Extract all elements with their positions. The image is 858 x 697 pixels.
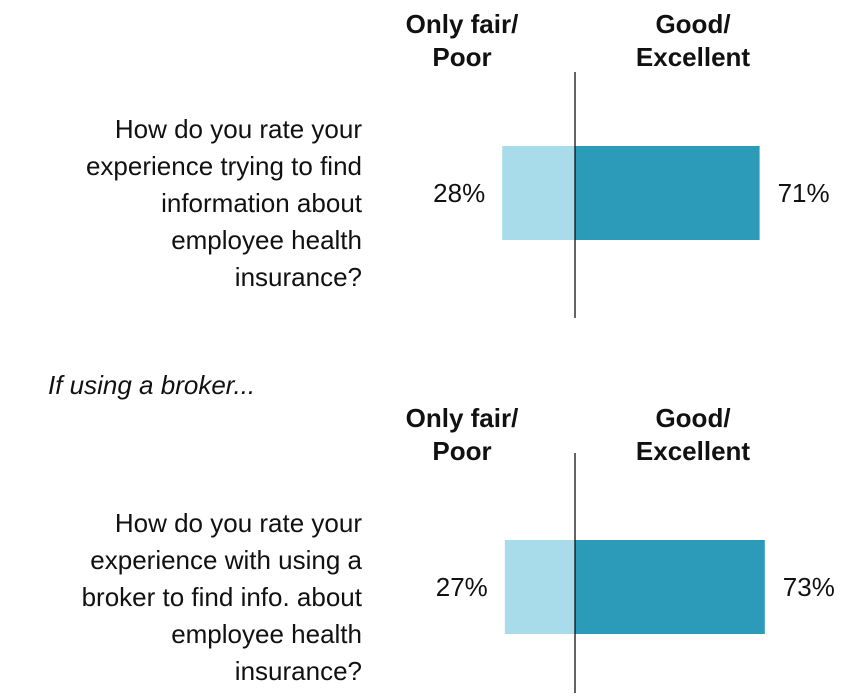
value-label: 28% <box>433 178 486 208</box>
note: If using a broker... <box>48 370 256 400</box>
question: How do you rate your experience with usi… <box>81 508 362 686</box>
column-header: Only fair/ Poor <box>405 403 519 466</box>
question: How do you rate your experience trying t… <box>85 114 362 292</box>
value-label: 71% <box>777 178 830 208</box>
column-header: Good/ Excellent <box>635 9 751 72</box>
value-label: 73% <box>782 572 835 602</box>
column-header: Only fair/ Poor <box>405 9 519 72</box>
value-label: 27% <box>435 572 488 602</box>
bar <box>504 540 575 634</box>
bar <box>502 146 575 240</box>
column-header: Good/ Excellent <box>635 403 751 466</box>
bar <box>575 146 760 240</box>
bar <box>575 540 765 634</box>
